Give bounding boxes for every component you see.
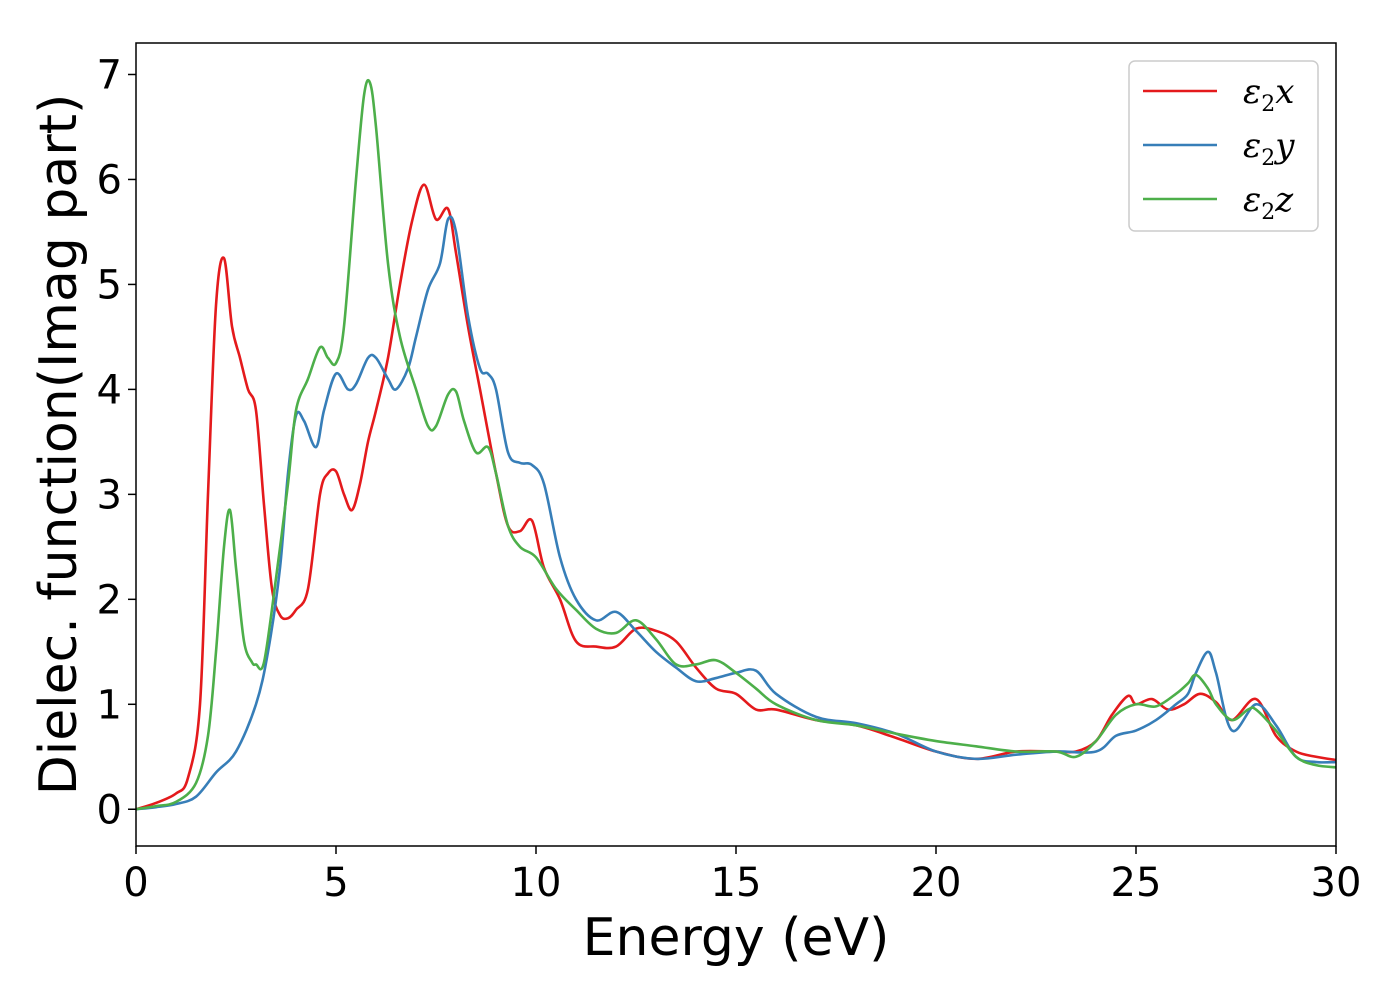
y-tick-label: 3: [97, 472, 122, 518]
legend-label: ε2x: [1243, 72, 1294, 117]
legend-box: [1128, 60, 1319, 232]
y-axis: 0 1 2 3 4 5 6 7: [97, 52, 136, 833]
y-tick-label: 7: [97, 52, 122, 98]
x-tick-label: 15: [711, 860, 762, 906]
x-tick-label: 25: [1111, 860, 1162, 906]
x-axis: 0 5 10 15 20 25 30: [123, 846, 1361, 906]
x-tick-label: 5: [323, 860, 348, 906]
y-tick-label: 4: [97, 367, 122, 413]
y-tick-label: 0: [97, 787, 122, 833]
legend-entry-1: ε2x: [1143, 72, 1294, 117]
series-line-3: [136, 79, 1336, 811]
x-tick-label: 10: [511, 860, 562, 906]
x-tick-label: 30: [1311, 860, 1362, 906]
x-axis-title: Energy (eV): [583, 908, 890, 968]
y-tick-label: 6: [97, 157, 122, 203]
y-axis-title: Dielec. function(Imag part): [29, 94, 89, 796]
series-layer: [136, 79, 1336, 811]
legend-label: ε2z: [1243, 180, 1294, 225]
y-tick-label: 5: [97, 262, 122, 308]
y-tick-label: 2: [97, 577, 122, 623]
x-tick-label: 0: [123, 860, 148, 906]
legend-entry-2: ε2y: [1143, 126, 1295, 171]
legend: ε2x ε2y ε2z: [1128, 60, 1319, 232]
x-tick-label: 20: [911, 860, 962, 906]
y-tick-label: 1: [97, 682, 122, 728]
series-line-2: [136, 215, 1336, 811]
legend-label: ε2y: [1243, 126, 1295, 171]
legend-entry-3: ε2z: [1143, 180, 1294, 225]
